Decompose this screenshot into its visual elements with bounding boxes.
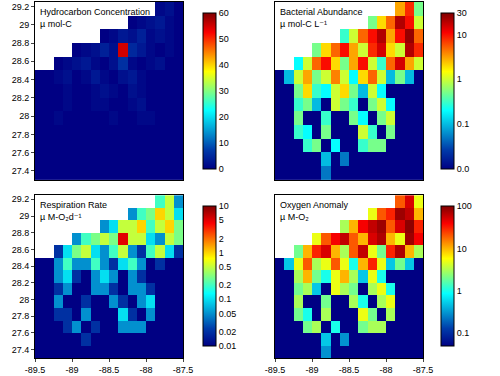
svg-text:10: 10 — [219, 201, 229, 211]
svg-text:27.4: 27.4 — [12, 166, 30, 176]
svg-text:30: 30 — [219, 86, 229, 96]
svg-text:0.02: 0.02 — [219, 327, 237, 337]
svg-text:28.6: 28.6 — [12, 245, 30, 255]
svg-text:-89: -89 — [305, 365, 318, 375]
svg-text:-87.5: -87.5 — [173, 365, 194, 375]
svg-text:28.8: 28.8 — [12, 38, 30, 48]
svg-text:28.2: 28.2 — [12, 278, 30, 288]
svg-text:10: 10 — [457, 30, 467, 40]
svg-text:1: 1 — [457, 74, 462, 84]
svg-text:0.1: 0.1 — [219, 294, 232, 304]
svg-text:10: 10 — [457, 244, 467, 254]
svg-text:2: 2 — [219, 234, 224, 244]
svg-text:28.4: 28.4 — [12, 261, 30, 271]
svg-text:50: 50 — [219, 34, 229, 44]
svg-text:-89: -89 — [65, 365, 78, 375]
svg-text:30: 30 — [457, 8, 467, 18]
svg-text:0.2: 0.2 — [219, 280, 232, 290]
svg-text:27.6: 27.6 — [12, 328, 30, 338]
svg-text:-88: -88 — [379, 365, 392, 375]
svg-text:-88: -88 — [139, 365, 152, 375]
svg-text:1: 1 — [457, 286, 462, 296]
svg-text:0.01: 0.01 — [219, 341, 237, 351]
svg-text:0: 0 — [219, 164, 224, 174]
svg-text:28.2: 28.2 — [12, 93, 30, 103]
svg-text:0.05: 0.05 — [219, 309, 237, 319]
svg-text:0.1: 0.1 — [457, 119, 470, 129]
svg-text:28: 28 — [19, 111, 29, 121]
svg-text:29.2: 29.2 — [12, 194, 30, 204]
svg-text:40: 40 — [219, 60, 229, 70]
svg-text:-88.5: -88.5 — [99, 365, 120, 375]
svg-text:Respiration Rateµ M-O₂d⁻¹: Respiration Rateµ M-O₂d⁻¹ — [40, 200, 107, 222]
svg-text:29: 29 — [19, 20, 29, 30]
svg-text:10: 10 — [219, 138, 229, 148]
svg-text:28: 28 — [19, 295, 29, 305]
svg-text:27.8: 27.8 — [12, 130, 30, 140]
svg-text:1: 1 — [219, 248, 224, 258]
svg-text:20: 20 — [219, 112, 229, 122]
svg-text:29.2: 29.2 — [12, 2, 30, 12]
svg-text:0.0: 0.0 — [457, 164, 470, 174]
svg-text:-89.5: -89.5 — [265, 365, 286, 375]
svg-text:27.6: 27.6 — [12, 148, 30, 158]
svg-text:27.4: 27.4 — [12, 345, 30, 355]
svg-text:Hydrocarbon Concentrationµ mol: Hydrocarbon Concentrationµ mol-C — [40, 7, 150, 29]
svg-text:-88.5: -88.5 — [339, 365, 360, 375]
svg-text:29: 29 — [19, 211, 29, 221]
svg-text:60: 60 — [219, 8, 229, 18]
svg-text:5: 5 — [219, 215, 224, 225]
svg-text:-87.5: -87.5 — [413, 365, 434, 375]
svg-text:27.8: 27.8 — [12, 311, 30, 321]
svg-text:28.8: 28.8 — [12, 228, 30, 238]
svg-text:0.5: 0.5 — [219, 262, 232, 272]
svg-text:0.1: 0.1 — [457, 328, 470, 338]
svg-text:Oxygen Anomalyµ M-O₂: Oxygen Anomalyµ M-O₂ — [280, 200, 349, 222]
svg-text:28.6: 28.6 — [12, 56, 30, 66]
svg-text:-89.5: -89.5 — [25, 365, 46, 375]
svg-text:100: 100 — [457, 201, 472, 211]
svg-text:Bacterial Abundanceµ mol-C L⁻¹: Bacterial Abundanceµ mol-C L⁻¹ — [280, 7, 363, 29]
svg-text:28.4: 28.4 — [12, 75, 30, 85]
